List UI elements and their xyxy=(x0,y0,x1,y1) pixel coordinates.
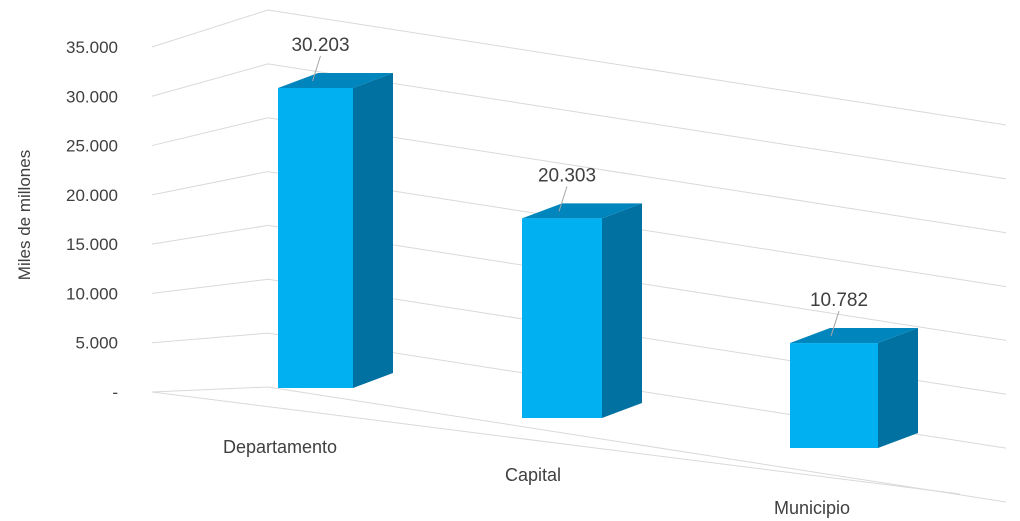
gridline xyxy=(151,171,1007,288)
bar-front-face xyxy=(278,88,353,388)
bar-front-face xyxy=(522,218,602,418)
data-labels: 30.203 20.303 10.782 xyxy=(291,35,868,337)
data-label-leader xyxy=(312,55,321,82)
gridline xyxy=(151,63,1007,180)
data-label-leader xyxy=(558,186,568,212)
bar-front-face xyxy=(790,343,878,448)
gridlines xyxy=(151,9,1007,503)
data-label-leader xyxy=(830,310,840,337)
bar-side-face xyxy=(353,73,393,388)
y-tick-label: 20.000 xyxy=(66,186,118,205)
category-label: Departamento xyxy=(223,437,337,457)
bar-top-face xyxy=(522,203,642,219)
gridline xyxy=(151,224,1007,341)
bar-municipio xyxy=(790,328,918,448)
bar-capital xyxy=(522,203,642,418)
y-tick-label: 15.000 xyxy=(66,235,118,254)
data-label: 20.303 xyxy=(538,165,596,186)
data-label: 10.782 xyxy=(810,290,868,311)
bar-side-face xyxy=(602,203,642,418)
category-label: Capital xyxy=(505,465,561,485)
y-tick-label: 25.000 xyxy=(66,137,118,156)
y-tick-label: 5.000 xyxy=(75,334,118,353)
data-label: 30.203 xyxy=(291,35,349,56)
y-tick-label: - xyxy=(112,383,118,402)
bar-top-face xyxy=(278,73,393,88)
bar-departamento xyxy=(278,73,393,388)
y-axis-title: Miles de millones xyxy=(15,150,34,280)
y-axis-ticks: - 5.000 10.000 15.000 20.000 25.000 30.000 35.0… xyxy=(66,38,118,402)
bar-side-face xyxy=(878,328,918,448)
x-axis-categories: Departamento Capital Municipio xyxy=(223,437,850,518)
y-tick-label: 30.000 xyxy=(66,87,118,106)
gridline xyxy=(151,278,1007,395)
y-tick-label: 10.000 xyxy=(66,284,118,303)
gridline xyxy=(151,386,1007,503)
floor-edge xyxy=(151,391,961,495)
y-tick-label: 35.000 xyxy=(66,38,118,57)
category-label: Municipio xyxy=(774,498,850,518)
gridline xyxy=(151,9,1007,126)
gridline xyxy=(151,117,1007,234)
gridline xyxy=(151,332,1007,449)
bar-top-face xyxy=(790,328,918,344)
bars xyxy=(278,73,918,448)
